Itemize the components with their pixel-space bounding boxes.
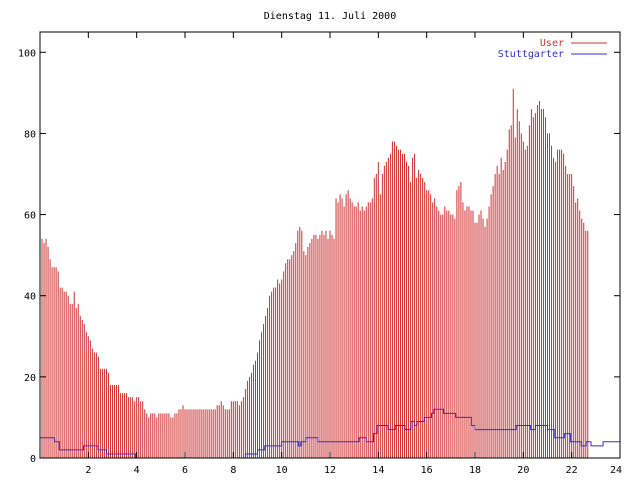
stuttgarter-series-line <box>40 408 620 459</box>
x-tick-label: 24 <box>610 465 622 476</box>
x-tick-label: 14 <box>372 465 384 476</box>
y-tick-label: 60 <box>24 211 36 222</box>
legend-label-user: User <box>540 38 564 49</box>
x-tick-label: 10 <box>276 465 288 476</box>
legend-label-stuttgarter: Stuttgarter <box>498 49 564 60</box>
x-tick-label: 8 <box>230 465 236 476</box>
x-axis: 2 4 6 8 10 12 14 16 18 20 22 24 <box>85 32 622 476</box>
x-tick-label: 22 <box>566 465 578 476</box>
y-tick-label: 20 <box>24 373 36 384</box>
y-tick-label: 80 <box>24 129 36 140</box>
y-tick-label: 0 <box>30 454 36 465</box>
x-tick-label: 6 <box>182 465 188 476</box>
x-tick-label: 16 <box>421 465 433 476</box>
chart-title: Dienstag 11. Juli 2000 <box>264 11 396 22</box>
y-tick-label: 100 <box>18 48 36 59</box>
x-tick-label: 20 <box>517 465 529 476</box>
stuttgarter-line <box>40 408 620 459</box>
y-tick-label: 40 <box>24 292 36 303</box>
user-series-bars <box>39 88 589 458</box>
x-tick-label: 2 <box>85 465 91 476</box>
x-tick-label: 12 <box>324 465 336 476</box>
legend: User Stuttgarter <box>498 38 607 60</box>
x-tick-label: 4 <box>134 465 140 476</box>
x-tick-label: 18 <box>469 465 481 476</box>
y-axis: 0 20 40 60 80 100 <box>18 48 620 465</box>
